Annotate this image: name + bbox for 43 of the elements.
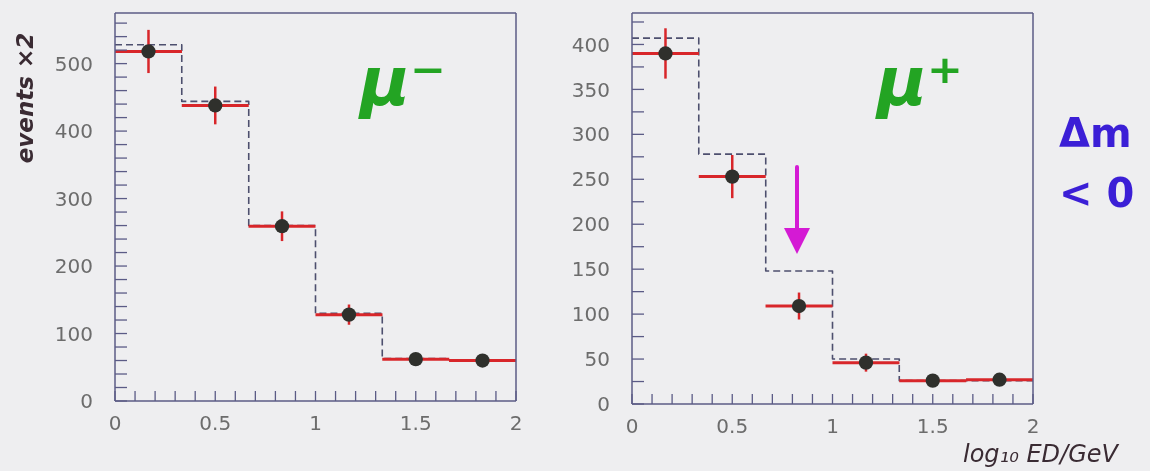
point bbox=[858, 355, 874, 370]
x-tick-label: 0.5 bbox=[716, 414, 749, 439]
x-tick-label: 1 bbox=[309, 411, 322, 436]
point bbox=[274, 219, 290, 234]
text: < 0 bbox=[1059, 170, 1135, 216]
point bbox=[791, 298, 807, 314]
x-tick-label: 1 bbox=[826, 414, 839, 439]
point bbox=[658, 46, 673, 61]
x-tick-label: 1.5 bbox=[399, 411, 432, 436]
point bbox=[208, 98, 223, 113]
point bbox=[141, 44, 156, 59]
y-tick-label: 200 bbox=[571, 212, 610, 237]
point bbox=[992, 372, 1007, 387]
y-tick-label: 300 bbox=[571, 122, 610, 147]
y-tick-label: 400 bbox=[571, 32, 610, 57]
y-tick-label: 300 bbox=[54, 186, 93, 211]
x-tick-label: 0.5 bbox=[199, 411, 232, 436]
point bbox=[341, 307, 357, 322]
point bbox=[725, 169, 740, 184]
y-tick-label: 100 bbox=[571, 302, 610, 327]
x-tick-label: 2 bbox=[509, 411, 523, 436]
x-axis-title: log₁₀ ED/GeV bbox=[963, 440, 1120, 468]
annotation: μ⁻ bbox=[358, 42, 446, 121]
y-tick-label: 150 bbox=[571, 257, 610, 282]
point bbox=[925, 373, 940, 388]
y-tick-label: 0 bbox=[80, 389, 93, 414]
text: Δm bbox=[1059, 110, 1132, 156]
y-tick-label: 50 bbox=[584, 347, 610, 372]
y-tick-label: 400 bbox=[54, 119, 93, 144]
y-tick-label: 250 bbox=[571, 167, 610, 192]
annotation: μ⁺ bbox=[875, 42, 963, 121]
y-tick-label: 500 bbox=[54, 51, 93, 76]
point bbox=[475, 353, 490, 368]
x-tick-label: 0 bbox=[625, 414, 639, 439]
y-axis-title: events ×2 bbox=[12, 32, 38, 164]
x-tick-label: 0 bbox=[108, 411, 122, 436]
x-tick-label: 2 bbox=[1026, 414, 1040, 439]
y-tick-label: 100 bbox=[54, 321, 93, 346]
y-tick-label: 0 bbox=[597, 392, 610, 417]
y-tick-label: 350 bbox=[571, 77, 610, 102]
x-tick-label: 1.5 bbox=[916, 414, 949, 439]
y-tick-label: 200 bbox=[54, 254, 93, 279]
point bbox=[408, 352, 423, 367]
